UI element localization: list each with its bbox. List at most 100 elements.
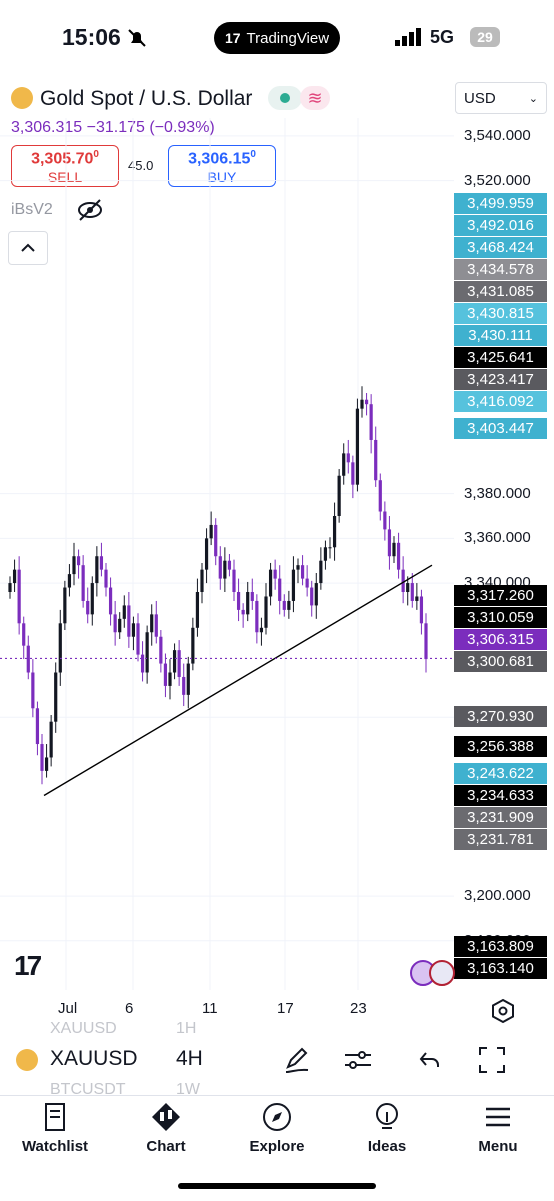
candle-body [122,605,126,619]
candle-body [136,623,140,655]
candle-body [250,592,254,601]
nav-chart[interactable]: Chart [121,1102,211,1155]
battery-icon: 29 [470,27,500,47]
symbol-title[interactable]: Gold Spot / U.S. Dollar [40,87,253,110]
candle-body [255,600,259,633]
price-label: 3,430.815 [454,303,547,324]
candle-body [227,560,232,570]
nav-explore[interactable]: Explore [232,1102,322,1155]
sell-label: SELL [47,169,83,186]
time-tick-label: 6 [125,1000,134,1017]
price-label: 3,163.809 [454,936,547,957]
price-label: 3,163.140 [454,958,547,979]
candle-body [127,605,131,637]
bottom-interval[interactable]: 4H [176,1047,203,1070]
pen-icon[interactable] [282,1045,312,1075]
bottom-symbol[interactable]: XAUUSD [50,1047,138,1070]
tradingview-logo-icon: 17 [224,30,241,46]
candle-body [17,569,21,624]
candle-body [392,542,396,557]
buy-button[interactable]: 3,306.150 BUY [168,145,276,187]
price-label: 3,300.681 [454,651,547,672]
candle-body [401,569,405,593]
wave-icon[interactable]: ≋ [300,86,330,110]
candle-body [328,547,332,549]
candle-body [300,565,305,579]
candle-body [108,587,113,615]
candle-body [76,556,81,566]
collapse-button[interactable] [8,231,48,265]
candle-body [58,623,62,673]
candle-body [22,623,26,646]
candle-body [296,565,300,570]
price-label: 3,310.059 [454,607,547,628]
price-label: 3,430.111 [454,325,547,346]
candle-body [424,623,428,660]
currency-select[interactable]: USD ⌄ [455,82,547,114]
home-indicator [178,1183,376,1189]
candle-body [369,404,373,440]
spread: 45.0 [128,158,154,173]
candle-body [35,708,40,745]
candle-body [12,569,17,584]
candle-body [232,569,236,593]
candle-body [383,511,387,530]
time-tick-label: 11 [202,1000,218,1017]
nav-ideas[interactable]: Ideas [342,1102,432,1155]
bell-slash-icon [128,29,146,47]
candle-body [323,547,328,561]
candle-body [287,600,291,610]
candle-body [8,583,12,593]
candle-body [337,475,341,516]
price-chart[interactable] [0,118,454,990]
candle-body [305,578,309,588]
nav-watchlist[interactable]: Watchlist [10,1102,100,1155]
undo-icon[interactable] [418,1050,442,1070]
sell-button[interactable]: 3,305.700 SELL [11,145,119,187]
nav-explore-label: Explore [249,1138,305,1155]
candle-body [145,632,149,673]
price-label: 3,317.260 [454,585,547,606]
nav-menu-label: Menu [478,1138,518,1155]
price-label: 3,243.622 [454,763,547,784]
candle-body [236,592,241,610]
time-tick-label: 17 [277,1000,294,1017]
indicator-name[interactable]: iBsV2 [11,201,53,218]
settings-hex-icon[interactable] [490,998,516,1024]
price-tick-label: 3,380.000 [464,484,531,502]
app-pill[interactable]: 17 TradingView [214,22,340,54]
gold-icon [16,1049,38,1071]
price-label: 3,234.633 [454,785,547,806]
price-label: 3,425.641 [454,347,547,368]
candle-body [177,650,181,677]
candle-body [49,721,53,758]
ghost-interval-top: 1H [176,1020,197,1037]
nav-menu[interactable]: Menu [453,1102,543,1155]
candle-body [86,600,90,615]
candle-body [204,538,209,570]
indicators-icon[interactable] [343,1047,373,1073]
price-label: 3,231.781 [454,829,547,850]
chevron-down-icon: ⌄ [528,92,538,105]
nav-ideas-label: Ideas [367,1138,407,1155]
fullscreen-icon[interactable] [478,1046,506,1074]
candle-body [63,587,67,624]
candle-body [67,574,72,588]
eye-hidden-icon[interactable] [76,198,104,222]
candle-body [186,663,190,695]
candle-body [278,578,282,601]
candle-body [131,623,136,637]
watchlist-icon [45,1103,65,1131]
price-label: 3,423.417 [454,369,547,390]
price-change-pct: (−0.93%) [149,119,215,136]
candle-body [195,592,200,628]
candle-body [223,560,227,579]
price-label: 3,231.909 [454,807,547,828]
lightbulb-icon [376,1103,398,1129]
candle-body [259,627,264,633]
market-open-icon[interactable] [268,86,302,110]
candle-body [355,408,360,485]
candle-body [218,556,222,579]
candle-body [342,453,346,476]
candle-body [241,609,245,615]
